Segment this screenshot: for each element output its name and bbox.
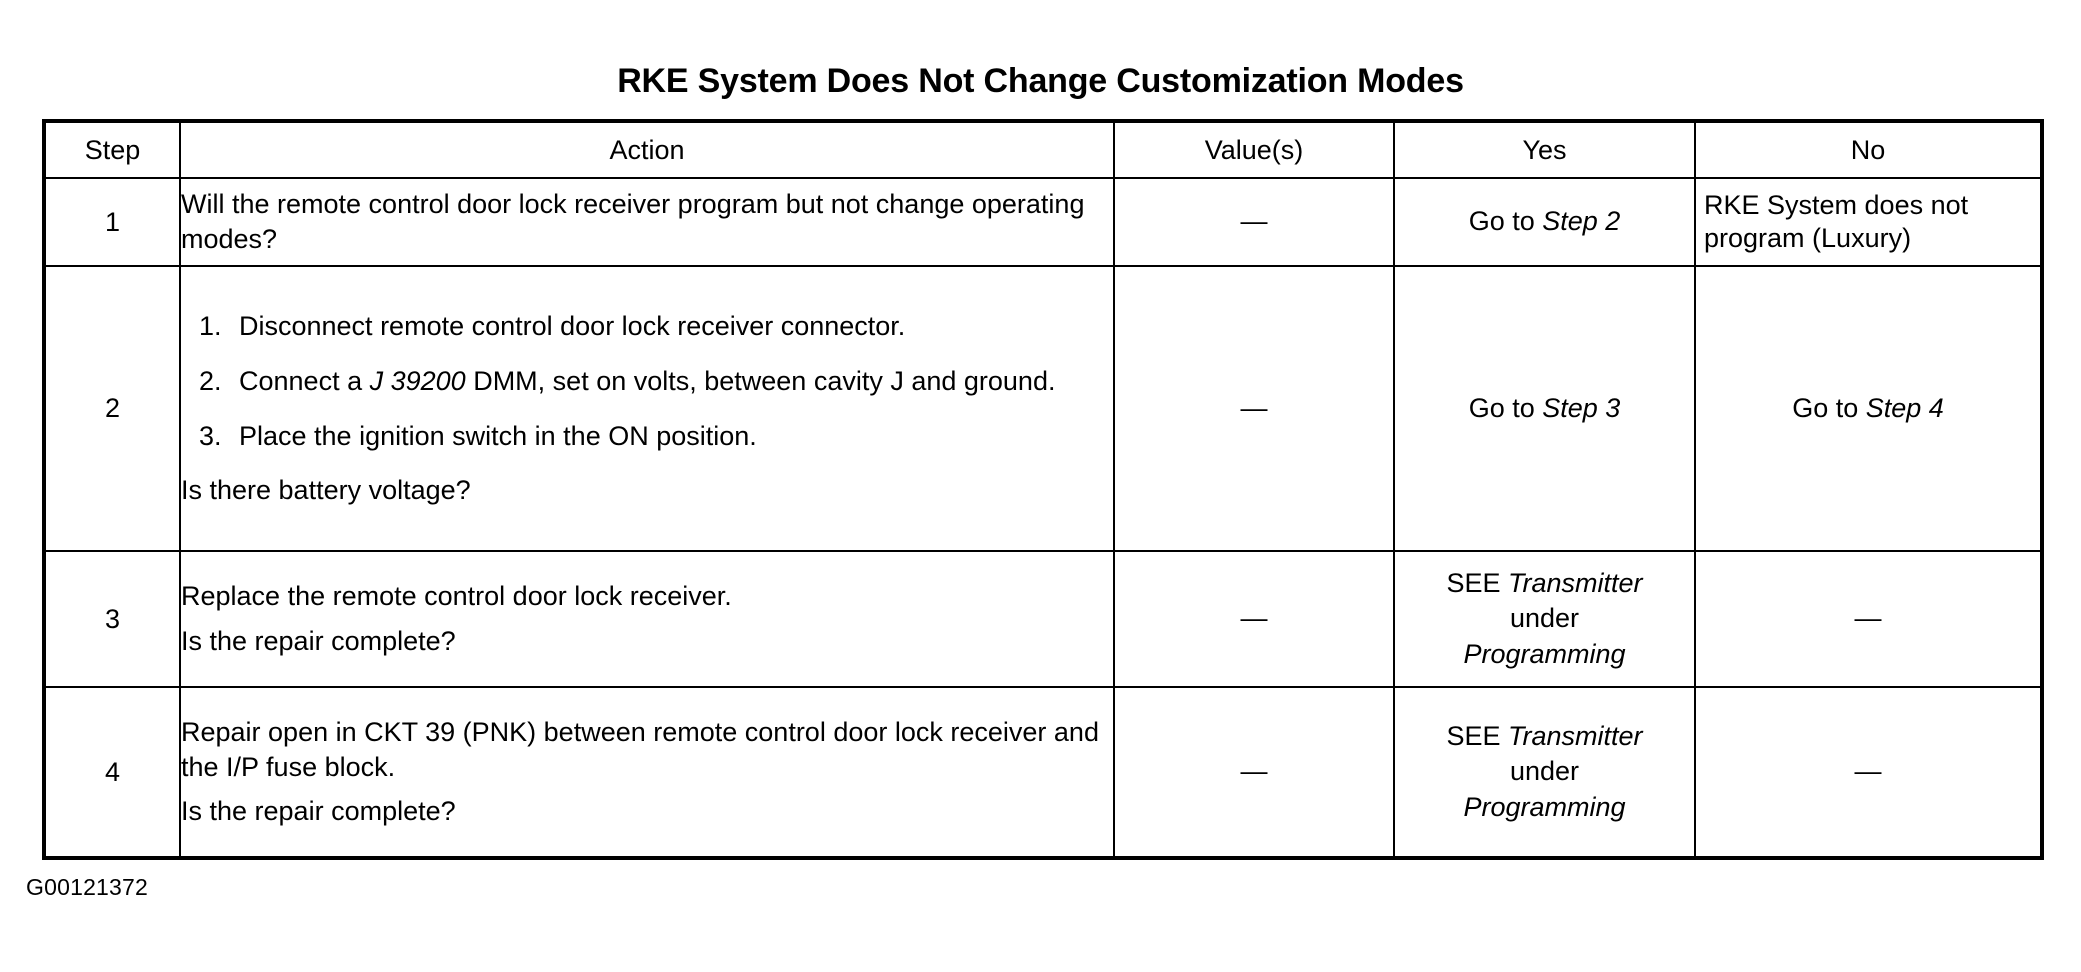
value-cell: — xyxy=(1113,550,1395,688)
column-header-value: Value(s) xyxy=(1113,120,1395,179)
step-number: 1 xyxy=(43,177,181,267)
no-goto-prefix: Go to xyxy=(1792,392,1866,423)
yes-reference-section: Programming xyxy=(1463,638,1626,669)
substep-number: 3. xyxy=(199,420,222,451)
step-number: 4 xyxy=(43,686,181,859)
yes-cell: SEE Transmitter under Programming xyxy=(1393,550,1696,688)
table-row: 4 Repair open in CKT 39 (PNK) between re… xyxy=(43,686,2043,859)
yes-see-prefix: SEE xyxy=(1446,568,1508,599)
no-goto-target: Step 4 xyxy=(1865,392,1944,423)
yes-under-label: under xyxy=(1509,603,1580,634)
tool-designation: J 39200 xyxy=(369,365,466,396)
value-dash: — xyxy=(1240,392,1268,423)
diagnostic-table-container: Step Action Value(s) Yes No 1 Will the r… xyxy=(42,119,2044,860)
action-question: Is the repair complete? xyxy=(181,626,456,656)
yes-goto-prefix: Go to xyxy=(1468,206,1543,237)
step-number: 3 xyxy=(43,550,181,688)
no-cell: RKE System does not program (Luxury) xyxy=(1694,177,2043,267)
substep-text: Place the ignition switch in the ON posi… xyxy=(239,420,757,451)
value-cell: — xyxy=(1113,177,1395,267)
table-row: 1 Will the remote control door lock rece… xyxy=(43,177,2043,267)
substep-text: Disconnect remote control door lock rece… xyxy=(239,311,906,342)
action-instruction: Replace the remote control door lock rec… xyxy=(181,581,732,612)
action-cell: Repair open in CKT 39 (PNK) between remo… xyxy=(179,686,1115,859)
table-body: 1 Will the remote control door lock rece… xyxy=(43,177,2043,859)
table-row: 2 1. Disconnect remote control door lock … xyxy=(43,265,2043,552)
action-instruction: Repair open in CKT 39 (PNK) between remo… xyxy=(181,717,1099,782)
substep-text-before: Connect a xyxy=(239,365,370,396)
column-header-no: No xyxy=(1694,120,2043,179)
action-cell: Replace the remote control door lock rec… xyxy=(179,550,1115,688)
no-cell: — xyxy=(1694,550,2043,688)
action-cell: Will the remote control door lock receiv… xyxy=(179,177,1115,267)
action-question: Is the repair complete? xyxy=(181,796,456,827)
action-question: Is there battery voltage? xyxy=(181,475,471,506)
yes-cell: Go to Step 2 xyxy=(1393,177,1696,267)
value-dash: — xyxy=(1240,756,1268,787)
substep-text-after: DMM, set on volts, between cavity J and … xyxy=(465,365,1056,396)
no-dash: — xyxy=(1854,756,1882,787)
column-header-action: Action xyxy=(179,120,1115,179)
column-header-yes: Yes xyxy=(1393,120,1696,179)
action-cell: 1. Disconnect remote control door lock re… xyxy=(179,265,1115,552)
yes-cell: Go to Step 3 xyxy=(1393,265,1696,552)
yes-cell: SEE Transmitter under Programming xyxy=(1393,686,1696,859)
yes-reference-topic: Transmitter xyxy=(1508,568,1643,599)
yes-see-prefix: SEE xyxy=(1446,721,1508,752)
value-cell: — xyxy=(1113,265,1395,552)
yes-goto-target: Step 2 xyxy=(1542,206,1621,237)
no-cell: — xyxy=(1694,686,2043,859)
list-item: 2. Connect a J 39200 DMM, set on volts, b… xyxy=(181,364,1113,399)
value-cell: — xyxy=(1113,686,1395,859)
diagnostic-table: Step Action Value(s) Yes No 1 Will the r… xyxy=(42,119,2044,860)
yes-reference-topic: Transmitter xyxy=(1508,721,1643,752)
yes-under-label: under xyxy=(1509,756,1580,787)
value-dash: — xyxy=(1240,206,1268,237)
list-item: 3. Place the ignition switch in the ON po… xyxy=(181,419,1113,454)
no-dash: — xyxy=(1854,603,1882,634)
action-substep-list: 1. Disconnect remote control door lock re… xyxy=(181,309,1113,453)
figure-identifier: G00121372 xyxy=(26,874,149,900)
column-header-step: Step xyxy=(43,120,181,179)
step-number: 2 xyxy=(43,265,181,552)
list-item: 1. Disconnect remote control door lock re… xyxy=(181,309,1113,344)
action-question: Will the remote control door lock receiv… xyxy=(181,189,1085,254)
yes-reference-section: Programming xyxy=(1463,791,1626,822)
substep-number: 1. xyxy=(199,311,222,342)
table-header-row: Step Action Value(s) Yes No xyxy=(43,120,2043,179)
yes-goto-target: Step 3 xyxy=(1542,392,1621,423)
table-row: 3 Replace the remote control door lock r… xyxy=(43,550,2043,688)
page-title: RKE System Does Not Change Customization… xyxy=(617,62,1464,100)
table-header: Step Action Value(s) Yes No xyxy=(43,120,2043,179)
substep-number: 2. xyxy=(199,365,222,396)
value-dash: — xyxy=(1240,603,1268,634)
yes-goto-prefix: Go to xyxy=(1468,392,1543,423)
no-cell: Go to Step 4 xyxy=(1694,265,2043,552)
